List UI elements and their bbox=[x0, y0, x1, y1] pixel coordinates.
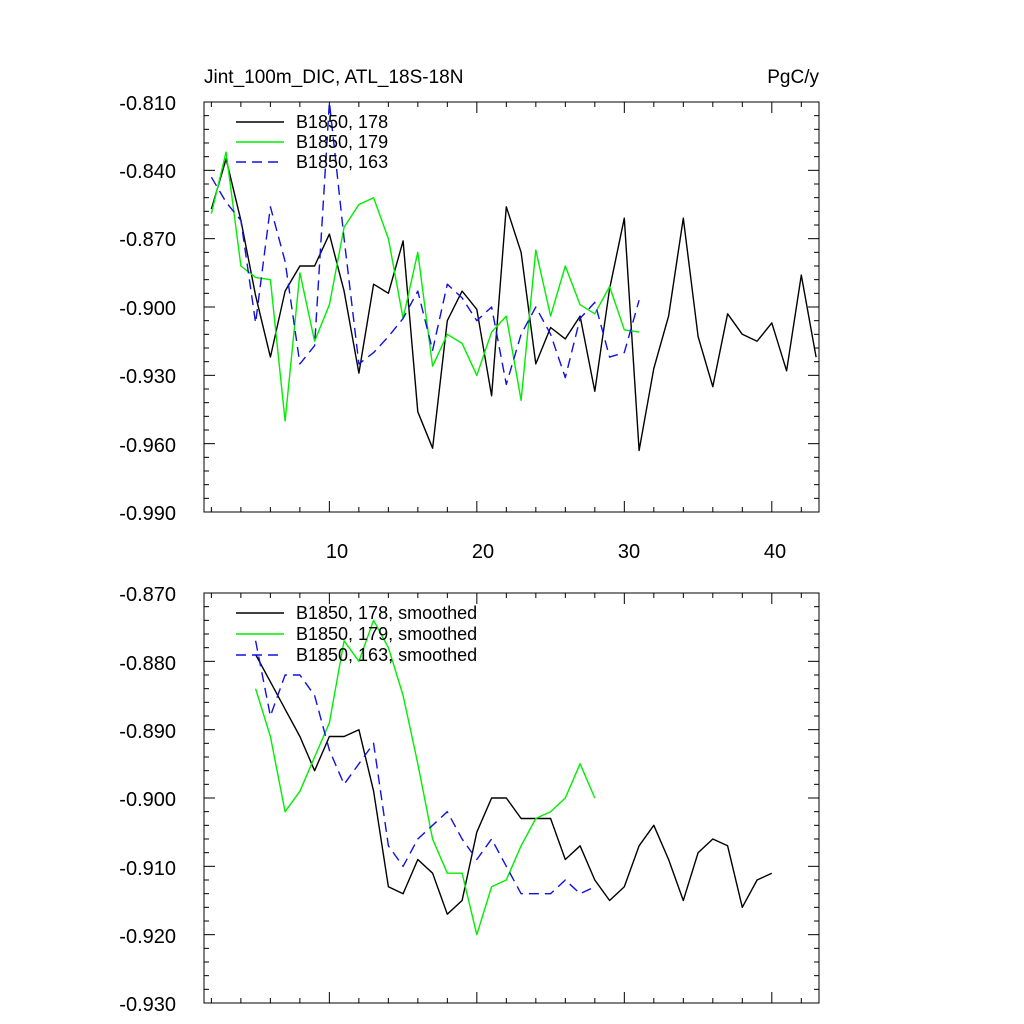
top-legend-label-179: B1850, 179 bbox=[296, 132, 388, 152]
bottom-legend-label-178: B1850, 178, smoothed bbox=[296, 603, 477, 623]
bottom-panel-minor-ticks bbox=[204, 593, 819, 1003]
top-x-tick-label: 10 bbox=[326, 541, 348, 563]
top-panel-frame bbox=[203, 101, 820, 513]
top-y-tick-label: -0.960 bbox=[119, 435, 176, 457]
top-panel-units: PgC/y bbox=[767, 67, 819, 88]
top-y-tick-label: -0.900 bbox=[119, 298, 176, 320]
bottom-y-tick-label: -0.930 bbox=[119, 994, 176, 1016]
bottom-panel: -0.870 -0.880 -0.890 -0.900 -0.910 -0.92… bbox=[119, 584, 820, 1016]
top-y-tick-label: -0.840 bbox=[119, 161, 176, 183]
top-panel-minor-ticks bbox=[204, 102, 819, 512]
top-panel-title: Jint_100m_DIC, ATL_18S-18N bbox=[204, 67, 463, 88]
series-line-b1850-163 bbox=[210, 101, 640, 386]
top-legend-label-163: B1850, 163 bbox=[296, 152, 388, 172]
top-y-tick-label: -0.870 bbox=[119, 229, 176, 251]
series-line-b1850-163-smoothed bbox=[254, 640, 596, 895]
top-panel: Jint_100m_DIC, ATL_18S-18N PgC/y -0.810 … bbox=[119, 67, 820, 563]
series-line-b1850-179-smoothed bbox=[254, 619, 596, 936]
series-line-b1850-179 bbox=[210, 151, 640, 422]
bottom-y-tick-label: -0.910 bbox=[119, 858, 176, 880]
bottom-legend-label-163: B1850, 163, smoothed bbox=[296, 645, 477, 665]
top-x-tick-label: 40 bbox=[764, 541, 786, 563]
bottom-legend: B1850, 178, smoothed B1850, 179, smoothe… bbox=[236, 603, 477, 665]
top-x-tick-label: 30 bbox=[618, 541, 640, 563]
top-panel-lines bbox=[210, 101, 817, 452]
top-x-tick-label: 20 bbox=[472, 541, 494, 563]
bottom-y-tick-label: -0.880 bbox=[119, 653, 176, 675]
top-legend-label-178: B1850, 178 bbox=[296, 112, 388, 132]
bottom-y-tick-label: -0.870 bbox=[119, 584, 176, 606]
series-line-b1850-178 bbox=[210, 158, 817, 452]
series-line-b1850-178-smoothed bbox=[254, 654, 773, 915]
bottom-legend-label-179: B1850, 179, smoothed bbox=[296, 624, 477, 644]
top-legend: B1850, 178 B1850, 179 B1850, 163 bbox=[236, 112, 388, 172]
bottom-panel-lines bbox=[254, 619, 773, 936]
top-y-tick-label: -0.930 bbox=[119, 366, 176, 388]
top-y-tick-label: -0.810 bbox=[119, 93, 176, 115]
bottom-y-tick-label: -0.890 bbox=[119, 721, 176, 743]
bottom-y-tick-label: -0.900 bbox=[119, 789, 176, 811]
bottom-y-tick-label: -0.920 bbox=[119, 926, 176, 948]
bottom-panel-frame bbox=[203, 592, 820, 1004]
top-y-tick-label: -0.990 bbox=[119, 503, 176, 525]
